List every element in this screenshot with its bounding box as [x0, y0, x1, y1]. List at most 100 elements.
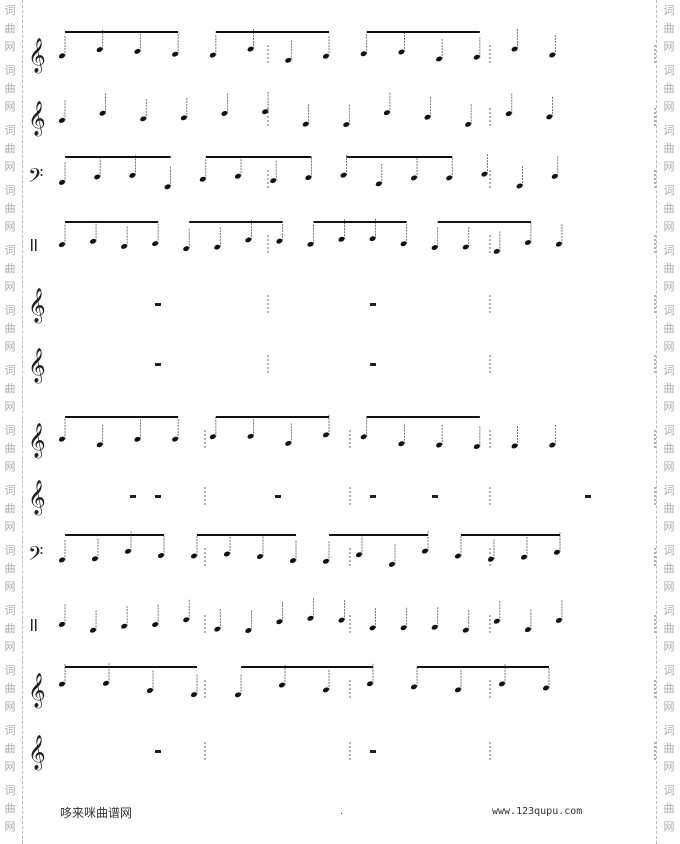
note-head: [58, 436, 66, 442]
percussion-clef-icon: [31, 619, 33, 631]
rest: [130, 495, 136, 498]
left-watermark-strip: 词曲网词曲网词曲网词曲网词曲网词曲网词曲网词曲网词曲网词曲网词曲网词曲网词曲网词…: [0, 0, 23, 844]
note-head: [245, 628, 252, 634]
note-head: [90, 238, 97, 244]
watermark-char: 词: [663, 484, 675, 497]
watermark-char: 曲: [4, 742, 16, 755]
watermark-char: 网: [663, 520, 675, 533]
watermark-char: 词: [4, 784, 16, 797]
watermark-char: 网: [663, 220, 675, 233]
watermark-char: 词: [4, 4, 16, 17]
watermark-char: 网: [663, 640, 675, 653]
note-head: [96, 442, 103, 448]
note-head: [134, 436, 141, 442]
note-head: [410, 684, 418, 690]
note-head: [262, 109, 269, 115]
beam: [65, 416, 179, 418]
note-head: [223, 551, 231, 557]
rest: [370, 750, 376, 753]
note-head: [256, 554, 264, 559]
watermark-char: 网: [663, 580, 675, 593]
watermark-char: 网: [663, 100, 675, 113]
note-head: [146, 688, 154, 694]
beam: [189, 221, 283, 223]
note-head: [421, 548, 429, 554]
note-head: [524, 627, 531, 633]
note-head: [270, 178, 277, 184]
note-head: [398, 49, 405, 55]
beam: [65, 221, 159, 223]
watermark-char: 曲: [663, 202, 675, 215]
note-head: [366, 681, 374, 687]
note-head: [58, 681, 66, 687]
note-head: [58, 621, 66, 627]
beam: [65, 156, 171, 158]
watermark-char: 词: [663, 544, 675, 557]
note-head: [551, 173, 558, 179]
note-head: [462, 627, 469, 633]
beam: [366, 31, 480, 33]
note-head: [164, 184, 171, 190]
note-head: [555, 617, 562, 623]
note-head: [493, 248, 500, 254]
watermark-char: 曲: [663, 442, 675, 455]
watermark-char: 网: [663, 400, 675, 413]
watermark-char: 词: [4, 724, 16, 737]
note-head: [134, 48, 141, 54]
note-head: [140, 116, 147, 122]
note-head: [183, 246, 190, 252]
note-head: [473, 54, 480, 60]
note-head: [190, 692, 198, 698]
music-score: 𝄞 𝄞 𝄢 𝄞 𝄞 𝄞 𝄞 𝄢 𝄞 𝄞: [28, 29, 656, 771]
watermark-char: 曲: [663, 682, 675, 695]
note-head: [234, 173, 242, 179]
note-head: [431, 624, 438, 630]
note-head: [302, 121, 309, 127]
note-head: [58, 557, 66, 563]
note-head: [190, 553, 198, 559]
note-head: [285, 440, 292, 446]
note-head: [369, 625, 376, 631]
watermark-char: 曲: [4, 382, 16, 395]
note-head: [172, 436, 179, 442]
note-head: [124, 548, 132, 554]
watermark-char: 曲: [4, 82, 16, 95]
watermark-char: 词: [4, 184, 16, 197]
watermark-char: 词: [4, 424, 16, 437]
watermark-char: 曲: [4, 262, 16, 275]
rest: [432, 495, 438, 498]
note-head: [152, 241, 159, 247]
note-head: [96, 47, 103, 53]
rest: [585, 495, 591, 498]
note-head: [555, 241, 562, 247]
beam: [65, 666, 197, 668]
note-head: [398, 441, 405, 447]
watermark-char: 曲: [4, 322, 16, 335]
watermark-char: 网: [4, 340, 16, 353]
note-head: [221, 110, 228, 116]
note-head: [307, 615, 314, 621]
note-head: [465, 121, 472, 127]
note-head: [245, 237, 252, 243]
footer-site-name: 哆来咪曲谱网: [60, 806, 133, 820]
note-head: [516, 183, 523, 189]
note-head: [400, 241, 407, 247]
note-head: [436, 56, 443, 62]
note-head: [214, 244, 221, 250]
beam: [329, 534, 428, 536]
footer-url[interactable]: www.123qupu.com: [492, 806, 583, 817]
percussion-clef-icon: [35, 239, 37, 251]
watermark-char: 网: [4, 460, 16, 473]
watermark-char: 曲: [663, 322, 675, 335]
watermark-char: 曲: [663, 262, 675, 275]
watermark-char: 曲: [4, 622, 16, 635]
note-head: [410, 175, 418, 181]
beam: [65, 31, 179, 33]
note-head: [355, 552, 363, 558]
beam: [346, 156, 453, 158]
watermark-char: 词: [663, 604, 675, 617]
bass-clef-icon: 𝄢: [28, 542, 43, 570]
beam: [215, 31, 329, 33]
note-head: [94, 174, 101, 180]
watermark-char: 曲: [663, 82, 675, 95]
